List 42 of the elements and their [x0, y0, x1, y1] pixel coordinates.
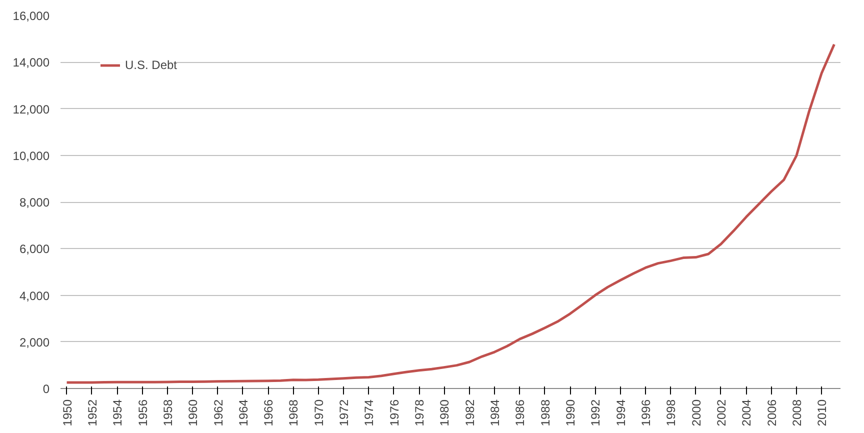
x-tick-label: 1950 — [60, 399, 74, 426]
x-tick-label: 1956 — [136, 399, 150, 426]
y-tick-label: 12,000 — [12, 102, 50, 116]
x-tick-label: 2000 — [689, 399, 704, 426]
x-tick-label: 1952 — [85, 399, 100, 426]
y-tick-label: 6,000 — [19, 242, 50, 256]
y-tick-label: 4,000 — [19, 288, 50, 303]
x-tick-label: 1988 — [538, 399, 552, 426]
x-tick-label: 2010 — [815, 399, 830, 426]
line-series — [66, 43, 836, 384]
y-tick-label: 8,000 — [19, 196, 50, 210]
x-tick-label: 1996 — [639, 399, 653, 426]
x-tick-label: 1964 — [236, 399, 250, 426]
x-tick-label: 1990 — [564, 399, 578, 426]
y-tick-label: 2,000 — [19, 335, 50, 350]
x-tick-label: 1972 — [337, 399, 352, 426]
x-tick-label: 1970 — [312, 399, 326, 426]
x-tick-label: 1974 — [362, 399, 376, 426]
x-tick-label: 1976 — [387, 399, 402, 426]
y-tick-label: 14,000 — [12, 56, 50, 70]
x-tick-label: 1968 — [286, 399, 301, 426]
x-tick-label: 1984 — [488, 399, 502, 426]
x-tick-label: 1986 — [513, 399, 528, 426]
x-tick-label: 2006 — [764, 399, 779, 426]
x-tick-label: 1966 — [262, 399, 276, 426]
x-tick-label: 1980 — [438, 399, 452, 426]
x-tick-label: 2002 — [714, 399, 728, 426]
legend-label: U.S. Debt — [125, 58, 178, 72]
x-tick-label: 1992 — [588, 399, 603, 426]
x-tick-label: 1962 — [211, 399, 226, 426]
x-tick-label: 1960 — [186, 399, 200, 426]
x-tick-label: 1998 — [664, 399, 678, 426]
x-tick-label: 2008 — [790, 399, 804, 426]
x-tick-label: 1978 — [412, 399, 427, 426]
y-tick-label: 0 — [42, 382, 50, 396]
x-tick-label: 1954 — [110, 399, 125, 426]
x-tick-label: 2004 — [740, 399, 754, 426]
y-tick-label: 16,000 — [12, 9, 50, 23]
x-tick-label: 1958 — [160, 399, 175, 426]
x-tick-label: 1982 — [462, 399, 477, 426]
x-tick-label: 1994 — [614, 399, 628, 426]
y-tick-label: 10,000 — [12, 148, 50, 163]
